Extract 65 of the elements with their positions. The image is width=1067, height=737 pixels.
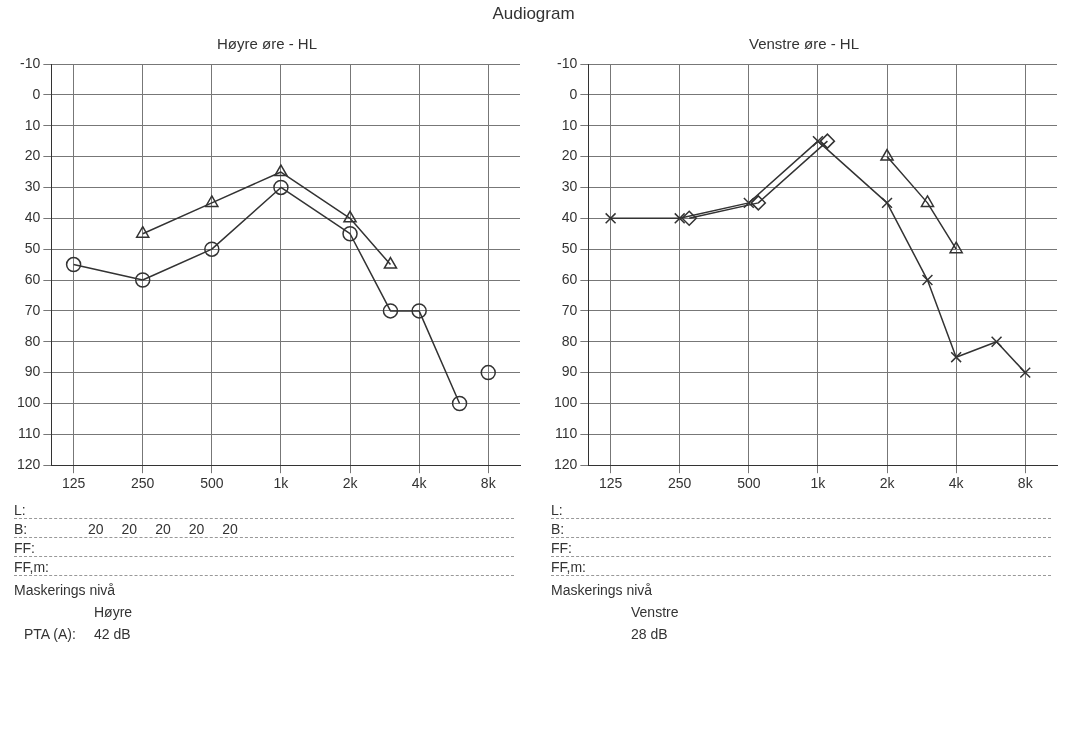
y-tick-label: 120 xyxy=(554,456,578,473)
y-tick-label: 50 xyxy=(561,240,578,257)
text: 42 dB xyxy=(94,626,131,642)
x-tick-label: 1k xyxy=(810,475,827,492)
text: 28 dB xyxy=(631,626,668,642)
x-tick-label: 4k xyxy=(948,475,965,492)
y-tick-label: 110 xyxy=(18,425,41,442)
x-tick-label: 1k xyxy=(273,475,290,492)
y-tick-label: 70 xyxy=(561,301,578,318)
text: Maskerings nivå xyxy=(14,582,116,598)
text: 20 xyxy=(121,521,138,537)
y-tick-label: 60 xyxy=(24,270,41,287)
x-tick-label: 125 xyxy=(598,475,623,492)
text: 20 xyxy=(155,521,171,537)
y-tick-label: 40 xyxy=(24,209,41,226)
x-tick-label: 250 xyxy=(131,475,155,492)
x-tick-label: 250 xyxy=(668,475,692,492)
y-tick-label: 90 xyxy=(561,363,578,380)
text: FF: xyxy=(551,540,573,556)
y-tick-label: 40 xyxy=(561,209,578,226)
text: Høyre xyxy=(94,604,133,620)
text: B: xyxy=(14,521,29,537)
y-tick-label: -10 xyxy=(20,54,41,71)
text: L: xyxy=(551,502,564,518)
text: FF,m: xyxy=(14,559,50,575)
text: Audiogram xyxy=(491,4,576,24)
text: PTA (A): xyxy=(24,626,77,642)
y-tick-label: 90 xyxy=(24,363,41,380)
text: FF,m: xyxy=(551,559,587,575)
text: FF: xyxy=(14,540,36,556)
x-tick-label: 8k xyxy=(1017,475,1034,492)
y-tick-label: 70 xyxy=(24,301,41,318)
y-tick-label: 30 xyxy=(561,178,578,195)
y-tick-label: 30 xyxy=(24,178,41,195)
y-tick-label: 100 xyxy=(17,394,41,411)
y-tick-label: 80 xyxy=(24,332,41,349)
x-tick-label: 500 xyxy=(737,475,761,492)
y-tick-label: 20 xyxy=(24,147,41,164)
text: 20 xyxy=(222,521,238,537)
x-tick-label: 4k xyxy=(411,475,428,492)
x-tick-label: 2k xyxy=(342,475,359,492)
x-tick-label: 125 xyxy=(61,475,86,492)
x-tick-label: 2k xyxy=(879,475,896,492)
y-tick-label: 110 xyxy=(555,425,578,442)
y-tick-label: 0 xyxy=(32,85,41,102)
text: Venstre xyxy=(631,604,679,620)
text: L: xyxy=(14,502,27,518)
x-tick-label: 500 xyxy=(200,475,224,492)
y-tick-label: -10 xyxy=(557,54,578,71)
text: Maskerings nivå xyxy=(551,582,653,598)
y-tick-label: 10 xyxy=(561,116,578,133)
y-tick-label: 50 xyxy=(24,240,41,257)
y-tick-label: 20 xyxy=(561,147,578,164)
chart-title: Venstre øre - HL xyxy=(748,35,860,53)
y-tick-label: 120 xyxy=(17,456,41,473)
y-tick-label: 0 xyxy=(569,85,578,102)
x-tick-label: 8k xyxy=(480,475,497,492)
y-tick-label: 60 xyxy=(561,270,578,287)
text: 20 xyxy=(188,521,205,537)
y-tick-label: 10 xyxy=(24,116,41,133)
text: 20 xyxy=(88,521,104,537)
text: B: xyxy=(551,521,566,537)
y-tick-label: 80 xyxy=(561,332,578,349)
y-tick-label: 100 xyxy=(554,394,578,411)
chart-title: Høyre øre - HL xyxy=(216,35,318,53)
